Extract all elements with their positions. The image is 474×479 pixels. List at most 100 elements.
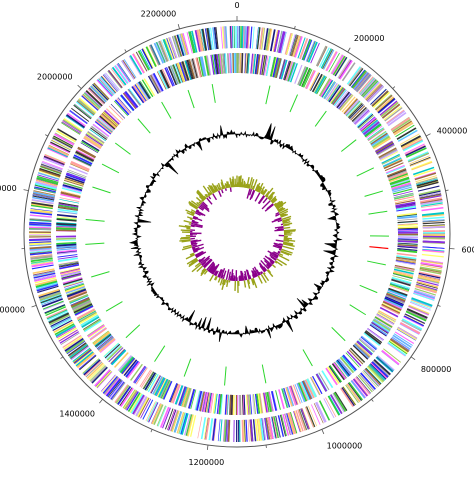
- minor-tick: [61, 357, 63, 359]
- gc-skew-bar: [227, 280, 228, 283]
- tick-label: 1400000: [59, 410, 95, 419]
- cds-mark: [232, 395, 233, 415]
- cds-mark: [111, 104, 125, 118]
- gc-skew-bar: [284, 227, 291, 228]
- gc-skew-bar: [230, 276, 231, 281]
- cds-mark: [52, 138, 72, 148]
- gc-skew-track: [179, 175, 296, 293]
- cds-mark: [397, 219, 417, 221]
- cds-mark: [56, 238, 76, 239]
- major-tick: [78, 85, 82, 88]
- gc-skew-bar: [187, 217, 192, 219]
- rna-mark: [91, 272, 109, 277]
- cds-mark: [398, 239, 418, 240]
- rna-mark: [86, 219, 105, 221]
- rna-mark: [315, 111, 326, 126]
- gc-skew-bar: [279, 255, 289, 260]
- cds-mark: [411, 161, 432, 169]
- cds-mark: [29, 229, 51, 230]
- cds-mark: [228, 53, 229, 73]
- gc-skew-bar: [184, 221, 192, 223]
- major-tick: [207, 445, 208, 450]
- major-tick: [348, 48, 351, 52]
- major-tick: [24, 190, 29, 191]
- minor-tick: [294, 26, 295, 29]
- rna-mark: [290, 95, 298, 112]
- rna-mark: [365, 191, 383, 196]
- gc-skew-bar: [282, 246, 293, 249]
- rna-mark: [225, 367, 227, 386]
- gc-skew-bar: [263, 198, 267, 203]
- cds-mark: [242, 26, 243, 48]
- gc-skew-bar: [181, 237, 190, 238]
- rna-mark: [360, 285, 378, 292]
- tick-label: 0: [234, 1, 239, 10]
- cds-mark: [218, 419, 220, 441]
- rna-mark: [357, 168, 374, 176]
- rna-mark: [85, 243, 104, 244]
- minor-tick: [371, 399, 373, 401]
- gc-skew-bar: [192, 220, 195, 221]
- gc-skew-bar: [209, 196, 211, 199]
- cds-mark: [398, 221, 418, 222]
- cds-mark: [250, 27, 252, 49]
- cds-mark: [209, 418, 212, 440]
- cds-mark: [423, 247, 445, 249]
- cds-mark: [422, 217, 444, 219]
- gc-skew-bar: [219, 191, 222, 197]
- cds-mark: [422, 254, 444, 256]
- cds-mark: [229, 420, 230, 442]
- gc-skew-bar: [181, 230, 190, 231]
- rna-mark: [155, 346, 165, 362]
- gc-skew-bar: [226, 269, 228, 279]
- gc-skew-bar: [277, 259, 287, 265]
- rna-mark: [106, 302, 122, 312]
- forward-cds-track: [29, 26, 445, 442]
- gc-skew-bar: [199, 202, 201, 204]
- cds-mark: [29, 243, 51, 244]
- cds-mark: [116, 385, 129, 403]
- gc-skew-bar: [213, 194, 217, 200]
- major-tick: [32, 305, 37, 307]
- major-tick: [426, 134, 430, 136]
- rna-mark: [341, 140, 356, 152]
- outer-ring: [24, 21, 450, 447]
- gc-skew-bar: [272, 265, 275, 268]
- cds-mark: [423, 242, 445, 243]
- rna-mark: [138, 119, 150, 133]
- gc-skew-bar: [233, 176, 234, 187]
- gc-skew-bar: [274, 230, 283, 231]
- rna-mark: [332, 327, 346, 340]
- cds-mark: [398, 229, 418, 230]
- rna-mark: [188, 90, 194, 108]
- rna-mark: [184, 359, 191, 377]
- cds-mark: [242, 420, 243, 442]
- cds-mark: [398, 227, 418, 228]
- minor-tick: [446, 190, 449, 191]
- gc-skew-bar: [284, 241, 290, 242]
- gc-skew-bar: [189, 203, 198, 209]
- tick-label: 1200000: [189, 458, 225, 467]
- gc-content-plot: [130, 123, 341, 342]
- cds-mark: [252, 27, 254, 49]
- cds-mark: [198, 417, 202, 439]
- gc-skew-bar: [229, 184, 230, 187]
- cds-mark: [247, 26, 248, 48]
- gc-skew-bar: [230, 187, 231, 191]
- tick-label: 1800000: [0, 184, 17, 193]
- rna-mark: [367, 261, 386, 265]
- gc-skew-bar: [226, 188, 227, 190]
- rna-mark: [303, 349, 312, 365]
- rna-mark: [162, 102, 171, 118]
- gc-skew-bar: [258, 276, 262, 284]
- cds-mark: [423, 222, 445, 223]
- rna-track: [85, 84, 389, 385]
- gc-content-track: [130, 123, 341, 342]
- cds-mark: [232, 26, 233, 48]
- cds-mark: [29, 239, 51, 240]
- major-tick: [178, 24, 179, 29]
- rna-mark: [115, 143, 130, 154]
- gc-skew-bar: [278, 252, 280, 253]
